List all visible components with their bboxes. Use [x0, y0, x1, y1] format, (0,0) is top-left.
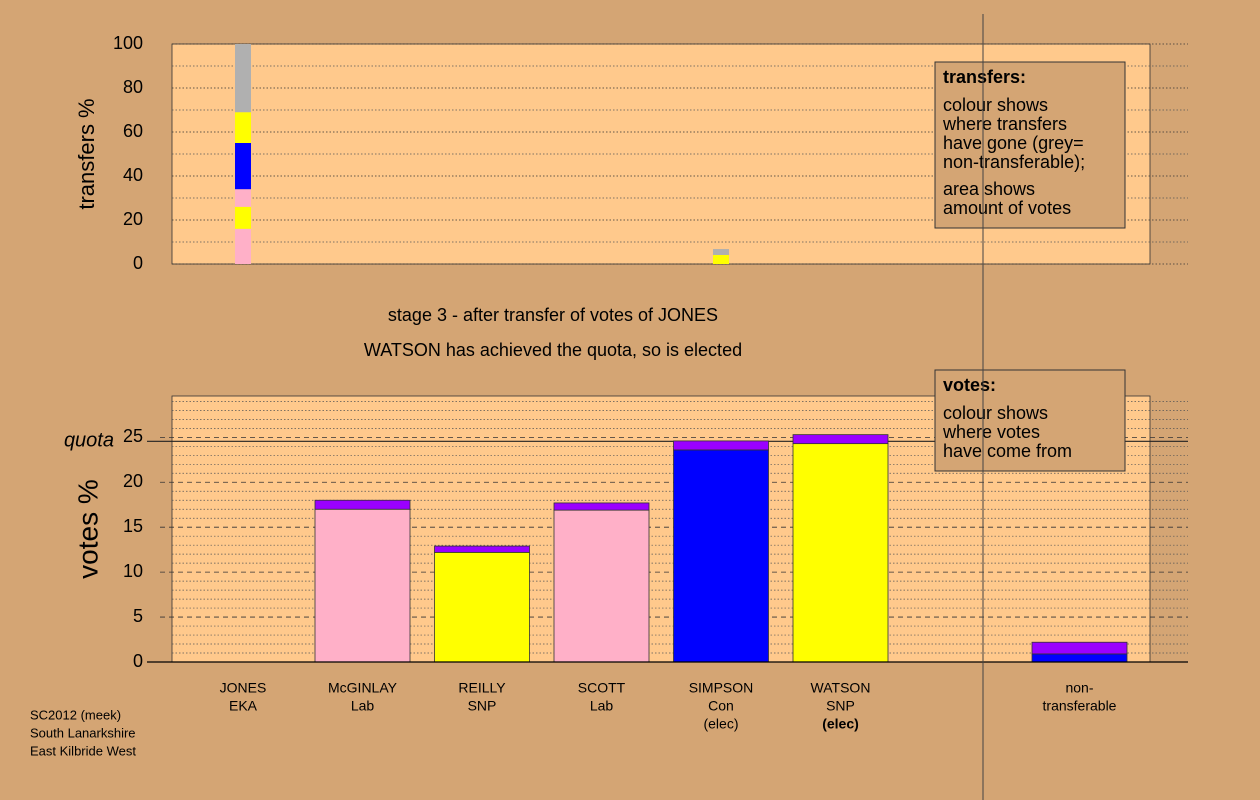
caption: WATSON has achieved the quota, so is ele… — [364, 340, 742, 360]
bar-segment — [235, 206, 251, 229]
x-tick-label: (elec) — [822, 716, 859, 732]
quota-label: quota — [64, 430, 114, 452]
note-text: where votes — [942, 422, 1040, 442]
x-tick-label: SCOTT — [578, 680, 626, 696]
bar-segment — [235, 112, 251, 143]
x-tick-label: transferable — [1043, 698, 1117, 714]
note-text: area shows — [943, 179, 1035, 199]
bar-segment — [434, 551, 530, 663]
y-tick-label: 0 — [133, 253, 143, 273]
note-box — [934, 369, 1126, 472]
note-text: non-transferable); — [943, 152, 1085, 172]
x-tick-label: SNP — [468, 698, 497, 714]
x-tick-label: JONES — [220, 680, 267, 696]
bar-segment — [235, 189, 251, 207]
bar-segment — [314, 499, 411, 510]
x-tick-label: non- — [1065, 680, 1093, 696]
x-tick-label: Con — [708, 698, 734, 714]
x-tick-label: EKA — [229, 698, 258, 714]
bar-segment — [553, 502, 650, 511]
source-line: SC2012 (meek) — [30, 707, 121, 722]
y-tick-label: 20 — [123, 209, 143, 229]
bar-segment — [434, 545, 530, 553]
bar-segment — [673, 440, 769, 451]
x-tick-label: Lab — [590, 698, 614, 714]
bar-segment — [792, 443, 889, 663]
x-tick-label: WATSON — [811, 680, 871, 696]
y-tick-label: 5 — [133, 606, 143, 626]
source-line: South Lanarkshire — [30, 725, 136, 740]
bar-segment — [713, 254, 729, 264]
note-box — [934, 61, 1126, 229]
bar-segment — [673, 449, 769, 663]
bar-segment — [713, 249, 729, 255]
x-tick-label: (elec) — [703, 716, 738, 732]
y-tick-label: 25 — [123, 426, 143, 446]
x-tick-label: SNP — [826, 698, 855, 714]
note-text: where transfers — [942, 114, 1067, 134]
y-axis-label: votes % — [72, 479, 103, 579]
y-tick-label: 10 — [123, 561, 143, 581]
y-tick-label: 60 — [123, 121, 143, 141]
x-tick-label: Lab — [351, 698, 375, 714]
y-tick-label: 40 — [123, 165, 143, 185]
note-title: votes: — [943, 375, 996, 395]
source-line: East Kilbride West — [30, 743, 136, 758]
caption: stage 3 - after transfer of votes of JON… — [388, 305, 718, 325]
note-title: transfers: — [943, 67, 1026, 87]
bar-segment — [553, 509, 650, 663]
bar-segment — [314, 508, 411, 663]
bar-segment — [235, 44, 251, 113]
x-tick-label: REILLY — [458, 680, 506, 696]
y-tick-label: 20 — [123, 471, 143, 491]
y-tick-label: 15 — [123, 516, 143, 536]
bar-segment — [235, 143, 251, 190]
note-text: amount of votes — [943, 198, 1071, 218]
note-text: have come from — [943, 441, 1072, 461]
bar-segment — [235, 228, 251, 264]
bar-segment — [1031, 653, 1128, 663]
note-text: have gone (grey= — [943, 133, 1084, 153]
x-tick-label: SIMPSON — [689, 680, 754, 696]
y-tick-label: 80 — [123, 77, 143, 97]
note-text: colour shows — [943, 95, 1048, 115]
y-axis-label: transfers % — [74, 98, 99, 209]
bar-segment — [1031, 641, 1128, 655]
x-tick-label: McGINLAY — [328, 680, 398, 696]
y-tick-label: 100 — [113, 33, 143, 53]
bar-segment — [792, 434, 889, 445]
y-tick-label: 0 — [133, 651, 143, 671]
note-text: colour shows — [943, 403, 1048, 423]
